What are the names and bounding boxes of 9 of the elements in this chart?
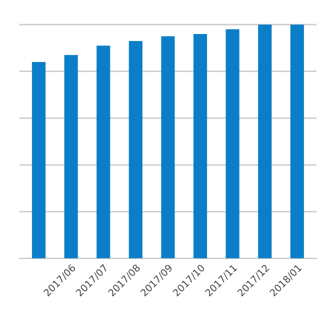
bar [128, 40, 142, 258]
bar [161, 36, 175, 258]
bar [290, 24, 304, 258]
bar [32, 62, 46, 258]
bar [193, 34, 208, 258]
bar [64, 55, 78, 258]
bar [258, 24, 272, 258]
bar [226, 29, 240, 258]
bar [96, 46, 110, 258]
